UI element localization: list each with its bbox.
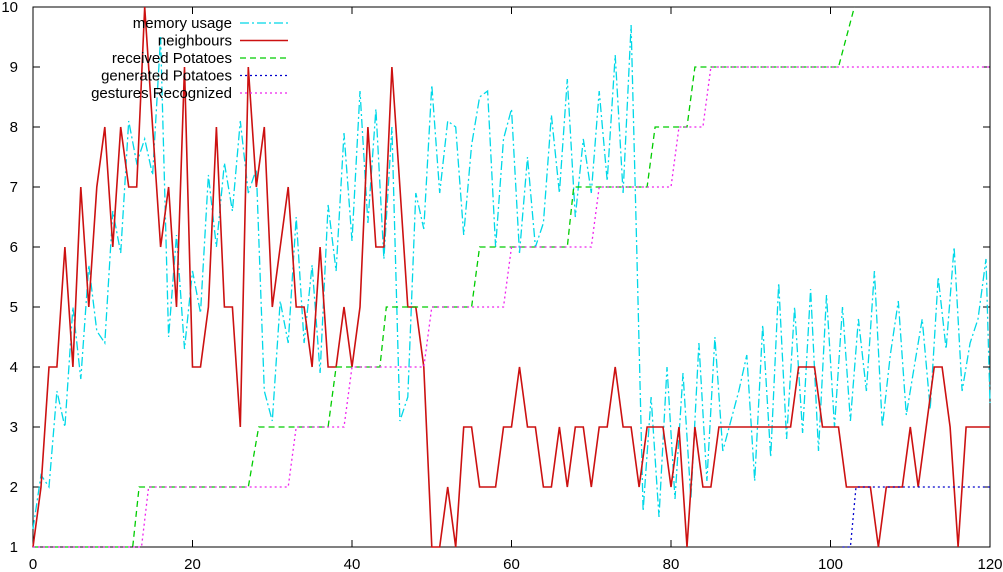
series-line-received-potatoes: [33, 6, 856, 548]
x-tick-label: 20: [184, 556, 201, 572]
series-lines: [32, 6, 991, 548]
x-tick-label: 60: [503, 556, 520, 572]
x-tick-label: 0: [29, 556, 37, 572]
legend-label: neighbours: [158, 33, 232, 50]
y-tick-label: 4: [10, 359, 18, 376]
series-line-neighbours: [32, 6, 990, 548]
y-tick-label: 2: [10, 479, 18, 496]
x-tick-label: 120: [977, 556, 1002, 572]
tick-marks: [32, 6, 991, 548]
legend-label: received Potatoes: [112, 50, 232, 67]
y-tick-label: 10: [1, 0, 18, 16]
x-tick-label: 100: [818, 556, 843, 572]
y-tick-label: 8: [10, 119, 18, 136]
series-line-generated-potatoes: [842, 486, 990, 548]
y-tick-label: 1: [10, 539, 18, 556]
series-line-gestures-recognized: [33, 66, 990, 548]
x-tick-label: 80: [663, 556, 680, 572]
y-tick-label: 6: [10, 239, 18, 256]
legend-label: gestures Recognized: [91, 85, 232, 102]
y-tick-label: 9: [10, 59, 18, 76]
series-line-memory-usage: [32, 24, 991, 530]
y-tick-label: 7: [10, 179, 18, 196]
y-tick-label: 3: [10, 419, 18, 436]
y-tick-label: 5: [10, 299, 18, 316]
x-tick-label: 40: [344, 556, 361, 572]
legend-label: memory usage: [133, 15, 232, 32]
legend-label: generated Potatoes: [101, 68, 232, 85]
